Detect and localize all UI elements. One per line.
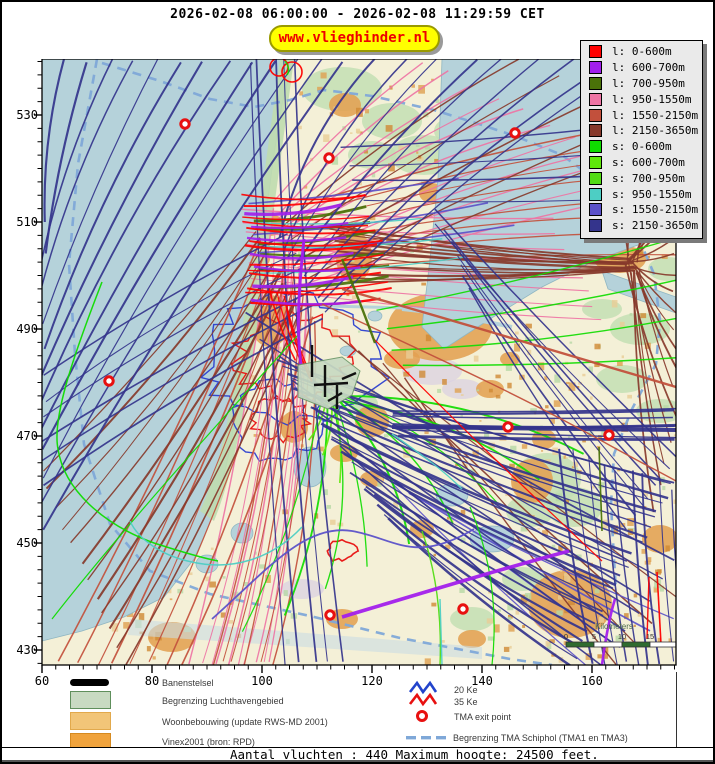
altitude-legend-label: l: 0-600m xyxy=(612,45,672,59)
tma-exit-points xyxy=(103,118,615,621)
tma-exit-point-icon xyxy=(416,710,428,722)
tma-dash-icon xyxy=(421,736,431,740)
axis-ticks xyxy=(34,59,677,673)
svg-text:0: 0 xyxy=(564,632,568,641)
altitude-color-swatch xyxy=(589,203,602,217)
map-scalebar: Kilometers 0 5 10 15 xyxy=(564,622,676,648)
ke35-zigzag-icon xyxy=(408,692,438,707)
x-axis-tick-label: 120 xyxy=(361,674,383,688)
altitude-color-swatch xyxy=(589,92,602,106)
svg-text:Kilometers: Kilometers xyxy=(595,622,633,631)
tma-exit-point-marker xyxy=(457,603,469,615)
tma-exit-point-marker xyxy=(502,421,514,433)
bottom-gray-strip xyxy=(2,760,713,762)
y-axis-tick-label: 470 xyxy=(16,429,38,443)
altitude-legend-label: l: 600-700m xyxy=(612,61,685,75)
altitude-legend-item: l: 700-950m xyxy=(581,76,702,92)
altitude-legend-label: s: 1550-2150m xyxy=(612,203,699,217)
y-axis-tick-label: 450 xyxy=(16,536,38,550)
tma-dash-icon xyxy=(406,736,416,740)
y-axis-tick-label: 510 xyxy=(16,215,38,229)
altitude-legend-item: s: 0-600m xyxy=(581,139,702,155)
x-axis-tick-label: 80 xyxy=(144,674,160,688)
x-axis-tick-label: 140 xyxy=(471,674,493,688)
altitude-color-swatch xyxy=(589,76,602,90)
runway xyxy=(313,381,349,387)
altitude-legend-label: l: 2150-3650m xyxy=(612,124,699,138)
altitude-legend-label: s: 950-1550m xyxy=(612,187,692,201)
altitude-legend-label: s: 600-700m xyxy=(612,155,685,169)
tma-exit-point-marker xyxy=(603,429,615,441)
area-swatch xyxy=(70,712,111,730)
map-legend: Banenstelsel Begrenzing Luchthavengebied W… xyxy=(2,670,713,749)
altitude-legend-item: l: 1550-2150m xyxy=(581,107,702,123)
runway xyxy=(341,371,357,381)
map-legend-label: Banenstelsel xyxy=(162,678,214,688)
page-title: 2026-02-08 06:00:00 - 2026-02-08 11:29:5… xyxy=(170,7,545,22)
svg-text:10: 10 xyxy=(618,632,626,641)
map-legend-label: Begrenzing TMA Schiphol (TMA1 en TMA3) xyxy=(453,733,628,743)
altitude-color-swatch xyxy=(589,155,602,169)
tma-exit-point-marker xyxy=(103,375,115,387)
altitude-legend-label: l: 950-1550m xyxy=(612,92,692,106)
y-axis-tick-label: 490 xyxy=(16,322,38,336)
altitude-legend-item: s: 2150-3650m xyxy=(581,218,702,234)
altitude-color-swatch xyxy=(589,45,602,59)
altitude-color-swatch xyxy=(589,219,602,233)
altitude-legend-item: s: 600-700m xyxy=(581,155,702,171)
altitude-legend-label: l: 700-950m xyxy=(612,76,685,90)
svg-text:15: 15 xyxy=(646,632,654,641)
status-bar: Aantal vluchten : 440 Maximum hoogte: 24… xyxy=(2,747,713,762)
y-axis-tick-label: 530 xyxy=(16,108,38,122)
altitude-color-swatch xyxy=(589,140,602,154)
altitude-legend-item: s: 1550-2150m xyxy=(581,202,702,218)
map-legend-label: Begrenzing Luchthavengebied xyxy=(162,696,284,706)
y-axis-tick-label: 430 xyxy=(16,643,38,657)
map-legend-label: 35 Ke xyxy=(454,697,478,707)
altitude-color-swatch xyxy=(589,124,602,138)
altitude-color-swatch xyxy=(589,171,602,185)
altitude-legend-label: s: 700-950m xyxy=(612,171,685,185)
map-legend-label: Vinex2001 (bron: RPD) xyxy=(162,737,255,747)
altitude-legend-label: s: 0-600m xyxy=(612,140,672,154)
map-canvas: Kilometers 0 5 10 15 xyxy=(42,59,676,665)
tma-exit-point-marker xyxy=(509,127,521,139)
map-legend-label: 20 Ke xyxy=(454,685,478,695)
x-axis-tick-label: 60 xyxy=(34,674,50,688)
status-separator xyxy=(2,747,713,748)
altitude-legend: l: 0-600m l: 600-700m l: 700-950m l: 950-15… xyxy=(580,40,703,239)
ke20-zigzag-icon xyxy=(408,680,438,695)
svg-text:5: 5 xyxy=(592,632,596,641)
legend-separator xyxy=(676,672,677,748)
flight-track-map: Kilometers 0 5 10 15 xyxy=(34,59,677,673)
x-axis-tick-label: 100 xyxy=(251,674,273,688)
area-swatch xyxy=(70,691,111,709)
schiphol-airport xyxy=(297,345,361,410)
altitude-legend-item: s: 950-1550m xyxy=(581,186,702,202)
vlieghinder-link-button[interactable]: www.vlieghinder.nl xyxy=(269,25,440,52)
x-axis-tick-label: 160 xyxy=(581,674,603,688)
altitude-legend-item: l: 950-1550m xyxy=(581,91,702,107)
tma-exit-point-marker xyxy=(179,118,191,130)
map-legend-label: Woonbebouwing (update RWS-MD 2001) xyxy=(162,717,328,727)
map-legend-right-icons xyxy=(406,680,446,740)
altitude-color-swatch xyxy=(589,108,602,122)
altitude-legend-label: s: 2150-3650m xyxy=(612,219,699,233)
altitude-color-swatch xyxy=(589,187,602,201)
altitude-legend-label: l: 1550-2150m xyxy=(612,108,699,122)
altitude-legend-item: s: 700-950m xyxy=(581,170,702,186)
status-text: Aantal vluchten : 440 Maximum hoogte: 24… xyxy=(230,747,599,762)
altitude-legend-item: l: 600-700m xyxy=(581,60,702,76)
altitude-legend-item: l: 0-600m xyxy=(581,44,702,60)
altitude-color-swatch xyxy=(589,61,602,75)
map-legend-label: TMA exit point xyxy=(454,712,512,722)
flight-tracks xyxy=(42,59,676,665)
runway xyxy=(327,391,343,403)
runway-line-swatch xyxy=(70,679,109,686)
tma-exit-point-marker xyxy=(323,152,335,164)
tma-exit-point-marker xyxy=(324,609,336,621)
altitude-legend-item: l: 2150-3650m xyxy=(581,123,702,139)
tma-dash-icon xyxy=(436,736,446,740)
